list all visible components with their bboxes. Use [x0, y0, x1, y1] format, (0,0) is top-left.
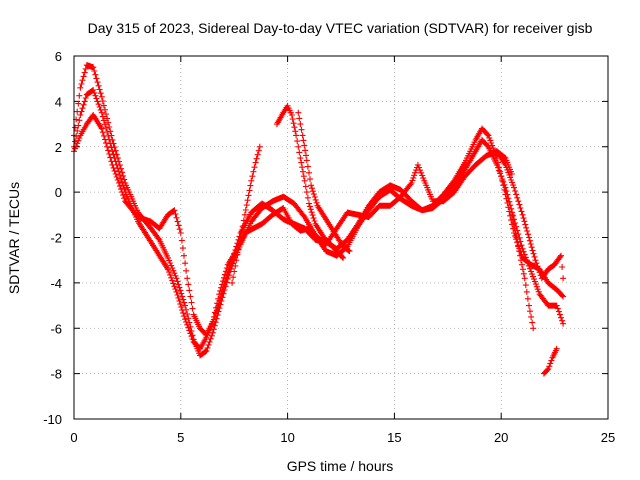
x-tick-label: 15 [387, 430, 401, 445]
y-tick-label: -8 [50, 367, 62, 382]
series-track-7 [493, 148, 567, 282]
y-tick-label: 6 [55, 49, 62, 64]
y-tick-label: 4 [55, 94, 62, 109]
series-track-6 [295, 109, 353, 255]
x-tick-label: 0 [70, 430, 77, 445]
data-points [71, 62, 567, 377]
point-markers [273, 102, 347, 261]
point-markers [508, 211, 537, 332]
y-tick-label: -2 [50, 231, 62, 246]
x-tick-label: 5 [177, 430, 184, 445]
x-tick-label: 25 [601, 430, 615, 445]
point-markers [493, 148, 567, 282]
series-track-5 [273, 102, 347, 261]
y-tick-label: 2 [55, 140, 62, 155]
point-markers [229, 143, 263, 286]
plot-frame [73, 55, 609, 420]
point-markers [540, 345, 560, 377]
grid [74, 56, 608, 419]
y-tick-label: -10 [43, 412, 62, 427]
x-tick-label: 10 [280, 430, 294, 445]
series-track-4 [229, 143, 263, 286]
series-track-9 [540, 345, 560, 377]
y-tick-label: -4 [50, 276, 62, 291]
x-tick-label: 20 [494, 430, 508, 445]
x-axis-label: GPS time / hours [287, 458, 394, 474]
chart-title: Day 315 of 2023, Sidereal Day-to-day VTE… [88, 20, 593, 36]
y-axis-label: SDTVAR / TECUs [6, 182, 22, 294]
series-track-8 [508, 211, 537, 332]
point-markers [295, 109, 353, 255]
y-tick-label: -6 [50, 321, 62, 336]
y-tick-label: 0 [55, 185, 62, 200]
